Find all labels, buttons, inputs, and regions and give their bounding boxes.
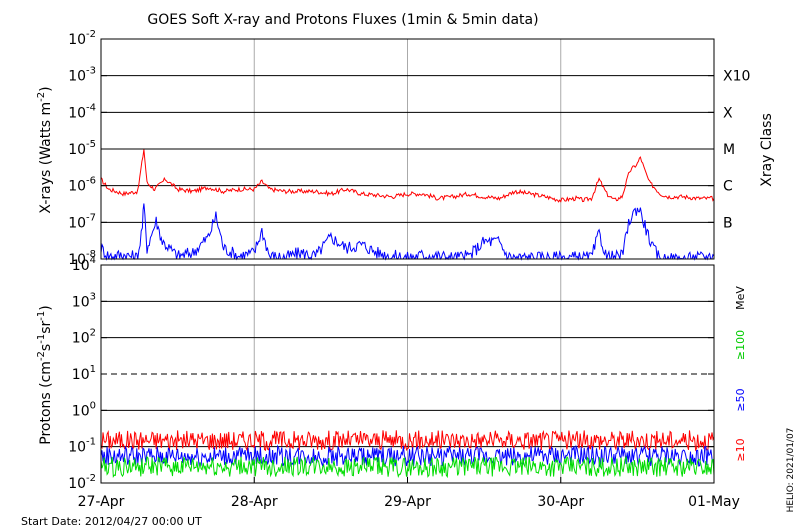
proton-energy-label: ≥50 [734, 388, 747, 411]
proton-series-line [100, 444, 715, 468]
proton-y-tick-label: 103 [72, 291, 96, 310]
proton-series-line [100, 455, 715, 479]
proton-y-ticks: 104 103 102 101 100 10-1 10-2 [68, 255, 714, 492]
xray-gridlines [101, 39, 714, 259]
xray-y-tick-label: 10-2 [68, 29, 96, 48]
xray-panel: 10-2 10-3 10-4 10-5 10-6 10-7 10-8 X10 X M C B Xra… [36, 29, 775, 268]
xray-class-label: M [723, 142, 735, 158]
xray-class-axis-label: Xray Class [759, 113, 775, 187]
credit-label: HELIO: 2021/01/07 [786, 428, 796, 513]
chart-title: GOES Soft X-ray and Protons Fluxes (1min… [147, 12, 538, 28]
x-tick-label: 01-May [688, 494, 740, 510]
xray-series-line [100, 203, 715, 261]
proton-y-tick-label: 104 [72, 255, 96, 274]
proton-energy-label: ≥100 [734, 330, 747, 360]
xray-class-labels: X10 X M C B [723, 69, 750, 232]
proton-y-tick-label: 102 [72, 328, 96, 347]
xray-y-tick-label: 10-6 [68, 176, 96, 195]
xray-class-label: X [723, 105, 733, 121]
xray-y-tick-label: 10-7 [68, 212, 96, 231]
xray-y-axis-label: X-rays (Watts m-2) [36, 86, 54, 213]
proton-y-tick-label: 100 [72, 400, 96, 419]
start-date-label: Start Date: 2012/04/27 00:00 UT [21, 515, 202, 528]
x-tick-label: 27-Apr [78, 494, 125, 510]
xray-series-line [100, 149, 715, 203]
proton-energy-label: ≥10 [734, 438, 747, 461]
x-tick-label: 30-Apr [537, 494, 584, 510]
proton-series [100, 429, 715, 479]
xray-y-ticks: 10-2 10-3 10-4 10-5 10-6 10-7 10-8 [68, 29, 714, 268]
xray-class-label: B [723, 215, 733, 231]
proton-energy-labels: MeV ≥100 ≥50 ≥10 [734, 286, 747, 462]
xray-y-tick-label: 10-4 [68, 102, 96, 121]
proton-y-axis-label: Protons (cm-2s-1sr-1) [36, 305, 54, 444]
xray-series [100, 149, 715, 261]
proton-series-line [100, 429, 715, 453]
xray-y-tick-label: 10-5 [68, 139, 96, 158]
proton-y-tick-label: 10-2 [68, 473, 96, 492]
xray-class-label: X10 [723, 69, 750, 85]
x-axis-tick-labels: 27-Apr 28-Apr 29-Apr 30-Apr 01-May [78, 477, 740, 510]
proton-y-tick-label: 101 [72, 364, 96, 383]
proton-panel: 104 103 102 101 100 10-1 10-2 MeV ≥100 ≥50 ≥10 Pr… [36, 255, 747, 492]
xray-y-tick-label: 10-8 [68, 249, 96, 268]
x-tick-label: 29-Apr [384, 494, 431, 510]
proton-gridlines [101, 265, 714, 483]
proton-y-tick-label: 10-1 [68, 437, 96, 456]
xray-y-tick-label: 10-3 [68, 66, 96, 85]
xray-class-label: C [723, 179, 733, 195]
x-tick-label: 28-Apr [231, 494, 278, 510]
proton-energy-label: MeV [734, 286, 747, 310]
